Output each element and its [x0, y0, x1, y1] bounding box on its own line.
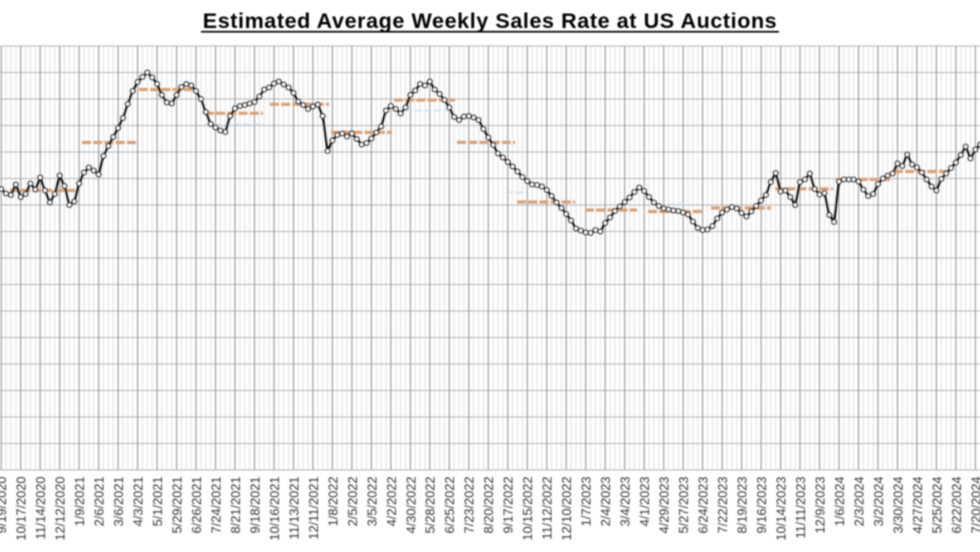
- svg-text:4/1/2023: 4/1/2023: [637, 477, 652, 527]
- svg-text:12/10/2022: 12/10/2022: [559, 477, 574, 541]
- svg-text:6/25/2022: 6/25/2022: [442, 477, 457, 534]
- svg-text:10/14/2023: 10/14/2023: [773, 477, 788, 541]
- svg-text:10/15/2022: 10/15/2022: [520, 477, 535, 541]
- svg-text:5/1/2021: 5/1/2021: [150, 477, 165, 527]
- svg-text:2/3/2024: 2/3/2024: [851, 477, 866, 527]
- svg-text:5/28/2022: 5/28/2022: [423, 477, 438, 534]
- svg-text:3/30/2024: 3/30/2024: [890, 477, 905, 534]
- svg-text:5/25/2024: 5/25/2024: [929, 477, 944, 534]
- svg-text:6/22/2024: 6/22/2024: [949, 477, 964, 534]
- svg-text:6/24/2023: 6/24/2023: [695, 477, 710, 534]
- svg-text:7/20/2024: 7/20/2024: [968, 477, 980, 534]
- svg-text:4/30/2022: 4/30/2022: [403, 477, 418, 534]
- svg-text:9/17/2022: 9/17/2022: [501, 477, 516, 534]
- svg-text:4/3/2021: 4/3/2021: [130, 477, 145, 527]
- svg-text:11/12/2022: 11/12/2022: [540, 477, 555, 540]
- svg-text:5/27/2023: 5/27/2023: [676, 477, 691, 534]
- svg-text:3/5/2022: 3/5/2022: [364, 477, 379, 527]
- svg-text:9/16/2023: 9/16/2023: [754, 477, 769, 534]
- svg-text:11/14/2020: 11/14/2020: [33, 477, 48, 540]
- svg-text:2/5/2022: 2/5/2022: [345, 477, 360, 527]
- svg-text:2/6/2021: 2/6/2021: [91, 477, 106, 527]
- svg-text:10/17/2020: 10/17/2020: [14, 477, 29, 541]
- svg-text:11/11/2023: 11/11/2023: [793, 477, 808, 539]
- svg-text:10/16/2021: 10/16/2021: [267, 477, 282, 541]
- svg-text:11/13/2021: 11/13/2021: [286, 477, 301, 540]
- svg-text:7/23/2022: 7/23/2022: [462, 477, 477, 534]
- svg-text:3/2/2024: 3/2/2024: [871, 477, 886, 527]
- svg-text:5/29/2021: 5/29/2021: [169, 477, 184, 534]
- svg-text:1/7/2023: 1/7/2023: [579, 477, 594, 527]
- svg-text:9/19/2020: 9/19/2020: [0, 477, 9, 534]
- svg-text:8/21/2021: 8/21/2021: [228, 477, 243, 534]
- svg-text:1/6/2024: 1/6/2024: [832, 477, 847, 527]
- svg-text:3/6/2021: 3/6/2021: [111, 477, 126, 527]
- svg-text:Estimated Average Weekly Sales: Estimated Average Weekly Sales Rate at U…: [203, 9, 777, 33]
- svg-text:4/27/2024: 4/27/2024: [910, 477, 925, 534]
- svg-text:12/9/2023: 12/9/2023: [812, 477, 827, 534]
- svg-text:1/8/2022: 1/8/2022: [325, 477, 340, 527]
- svg-text:9/18/2021: 9/18/2021: [247, 477, 262, 534]
- svg-text:4/29/2023: 4/29/2023: [657, 477, 672, 534]
- svg-text:7/24/2021: 7/24/2021: [208, 477, 223, 534]
- svg-text:7/22/2023: 7/22/2023: [715, 477, 730, 534]
- svg-text:1/9/2021: 1/9/2021: [72, 477, 87, 527]
- svg-text:6/26/2021: 6/26/2021: [189, 477, 204, 534]
- svg-text:8/19/2023: 8/19/2023: [734, 477, 749, 534]
- svg-text:2/4/2023: 2/4/2023: [598, 477, 613, 527]
- svg-text:12/11/2021: 12/11/2021: [306, 477, 321, 540]
- svg-text:3/4/2023: 3/4/2023: [618, 477, 633, 527]
- svg-text:8/20/2022: 8/20/2022: [481, 477, 496, 534]
- svg-text:12/12/2020: 12/12/2020: [53, 477, 68, 541]
- svg-text:4/2/2022: 4/2/2022: [384, 477, 399, 527]
